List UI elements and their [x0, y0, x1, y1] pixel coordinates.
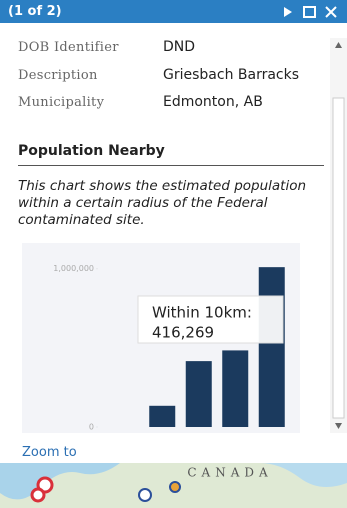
map[interactable]: CANADA	[0, 463, 347, 508]
map-label: CANADA	[187, 466, 272, 480]
bar	[258, 267, 285, 427]
description: This chart shows the estimated populatio…	[18, 178, 307, 228]
bar	[149, 405, 176, 427]
scrollbar[interactable]	[330, 38, 347, 433]
next-button[interactable]	[284, 7, 292, 17]
tooltip	[137, 295, 284, 344]
field-label: Municipality	[18, 95, 105, 110]
popup-header	[0, 0, 347, 23]
section-title: Population Nearby	[18, 143, 165, 159]
bar	[185, 361, 212, 427]
field-label: Description	[18, 68, 98, 83]
header-buttons	[284, 6, 337, 18]
tooltip-value: 416,269	[152, 324, 214, 342]
field-value: Edmonton, AB	[163, 94, 263, 110]
tooltip-title: Within 10km:	[152, 304, 252, 322]
zoom-link[interactable]: Zoom to	[22, 445, 77, 460]
divider	[18, 165, 324, 166]
maximize-button[interactable]	[303, 6, 316, 18]
field-label: DOB Identifier	[18, 40, 119, 55]
y-tick-label: 1,000,000	[53, 264, 94, 273]
bar	[222, 350, 249, 427]
field-value: DND	[163, 39, 196, 55]
field-value: Griesbach Barracks	[163, 67, 300, 83]
popup-title: (1 of 2)	[8, 4, 62, 19]
y-tick-label: 0	[89, 423, 94, 432]
chart: 0 1,000,000 Within 10km: 416,269	[22, 243, 300, 433]
close-button[interactable]	[325, 6, 337, 18]
